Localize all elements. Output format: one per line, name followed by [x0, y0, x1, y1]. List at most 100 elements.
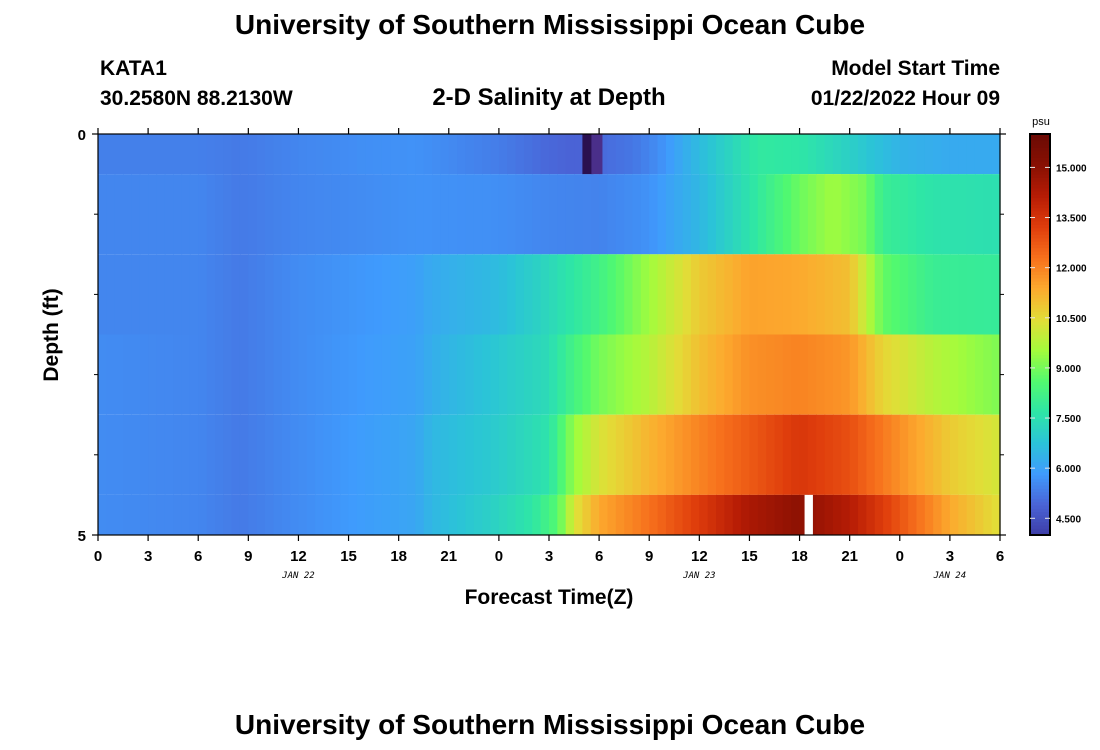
colorbar-segment [1030, 260, 1050, 265]
heatmap-cell [665, 494, 675, 535]
colorbar-segment [1030, 207, 1050, 212]
heatmap-cell [949, 414, 959, 495]
heatmap-cell [189, 174, 199, 255]
heatmap-cell [348, 494, 358, 535]
heatmap-cell [716, 134, 725, 175]
heatmap-cell [398, 414, 408, 495]
colorbar-segment [1030, 397, 1050, 402]
heatmap-cell [816, 254, 826, 335]
colorbar-segment [1030, 197, 1050, 202]
heatmap-cell [540, 414, 550, 495]
heatmap-cell [198, 254, 208, 335]
colorbar-segment [1030, 411, 1050, 416]
heatmap-cell [933, 494, 943, 535]
heatmap-cell [423, 494, 433, 535]
colorbar-segment [1030, 327, 1050, 332]
model-start-value: 01/22/2022 Hour 09 [811, 87, 1000, 110]
heatmap-cell [791, 174, 801, 255]
colorbar-segment [1030, 297, 1050, 302]
heatmap-cell [699, 494, 709, 535]
heatmap-cell [114, 254, 124, 335]
heatmap-cell [665, 254, 675, 335]
heatmap-cell [991, 334, 1001, 415]
heatmap-cell [173, 254, 183, 335]
heatmap-cell [949, 134, 959, 175]
heatmap-cell [523, 494, 533, 535]
heatmap-cell [924, 334, 934, 415]
colorbar-segment [1030, 157, 1050, 162]
heatmap-cell [724, 334, 734, 415]
heatmap-cell [599, 414, 609, 495]
colorbar-segment [1030, 144, 1050, 148]
heatmap-cell [849, 134, 859, 175]
heatmap-cell [231, 174, 241, 255]
heatmap-cell [774, 254, 784, 335]
colorbar-segment [1030, 291, 1050, 295]
heatmap-cell [457, 174, 467, 255]
heatmap-cell [206, 174, 216, 255]
model-start-label: Model Start Time [831, 57, 1000, 80]
heatmap-cell [98, 134, 107, 175]
colorbar-segment [1030, 428, 1050, 433]
heatmap-cell [415, 334, 425, 415]
heatmap-cell [674, 334, 684, 415]
heatmap-cell [858, 134, 867, 175]
heatmap-cell [941, 494, 951, 535]
heatmap-cell [732, 334, 742, 415]
heatmap-cell [423, 174, 433, 255]
heatmap-cell [123, 174, 133, 255]
heatmap-cell [816, 414, 826, 495]
heatmap-cell [824, 334, 834, 415]
colorbar-segment [1030, 257, 1050, 262]
heatmap-cell [440, 174, 450, 255]
footer-title: University of Southern Mississippi Ocean… [235, 709, 865, 740]
heatmap-cell [248, 134, 258, 175]
heatmap-cell [373, 254, 383, 335]
heatmap-overlays [582, 134, 813, 535]
heatmap-cell [114, 334, 124, 415]
heatmap-cell [574, 334, 584, 415]
heatmap-cell [156, 254, 166, 335]
heatmap-cell [682, 174, 692, 255]
colorbar-segment [1030, 514, 1050, 519]
heatmap-cell [223, 334, 233, 415]
heatmap-cell [365, 134, 375, 175]
heatmap-cell [933, 334, 943, 415]
heatmap-cell [916, 254, 926, 335]
colorbar-segment [1030, 277, 1050, 282]
colorbar-segment [1030, 294, 1050, 299]
heatmap-cell [732, 494, 742, 535]
heatmap-cell [949, 334, 959, 415]
colorbar-segment [1030, 424, 1050, 429]
dark-anomaly-cell-secondary [591, 134, 603, 175]
heatmap-cell [189, 134, 199, 175]
heatmap-cell [273, 174, 283, 255]
heatmap-cell [674, 254, 684, 335]
heatmap-cell [674, 494, 684, 535]
heatmap-cell [223, 134, 233, 175]
heatmap-cell [206, 334, 216, 415]
heatmap-cell [607, 334, 617, 415]
heatmap-cell [858, 334, 867, 415]
colorbar-segment [1030, 304, 1050, 309]
heatmap-cell [782, 494, 792, 535]
colorbar-segment [1030, 394, 1050, 399]
heatmap-cell [916, 134, 926, 175]
heatmap-cell [824, 134, 834, 175]
heatmap-cell [265, 134, 274, 175]
heatmap-cell [607, 174, 617, 255]
heatmap-cell [891, 414, 901, 495]
heatmap-cell [766, 334, 776, 415]
heatmap-cell [164, 334, 174, 415]
heatmap-cell [941, 414, 951, 495]
heatmap-cell [440, 494, 450, 535]
heatmap-cell [457, 494, 467, 535]
colorbar-segment [1030, 247, 1050, 252]
heatmap-cell [214, 334, 224, 415]
heatmap-cell [690, 254, 700, 335]
heatmap-cell [807, 334, 817, 415]
heatmap-cell [306, 494, 316, 535]
x-tick-label: 0 [896, 548, 904, 565]
heatmap-cell [632, 494, 642, 535]
heatmap-cell [640, 334, 650, 415]
